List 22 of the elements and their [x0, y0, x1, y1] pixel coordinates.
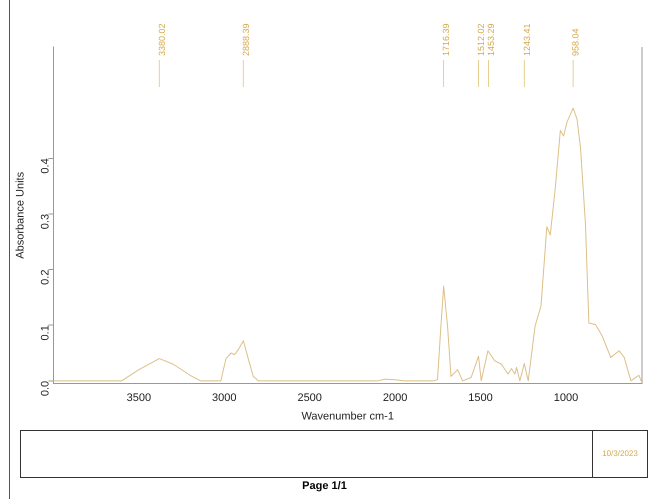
text: Page 1/1 [301, 480, 348, 492]
y-tick-label: 0.0 [39, 380, 52, 396]
x-tick-label: 2500 [297, 392, 322, 404]
x-tick-label: 1500 [468, 392, 493, 404]
x-tick-label: 3500 [126, 392, 152, 404]
ref-line-label: 1512.02 [476, 23, 486, 56]
y-tick-label: 0.3 [39, 214, 52, 230]
y-tick-label: 0.1 [39, 325, 52, 340]
ref-line-label: 958.04 [570, 28, 581, 56]
y-tick-label: 0.2 [39, 270, 52, 285]
ref-line-label: 1716.39 [441, 23, 452, 56]
ref-line-label: 3380.02 [156, 23, 167, 56]
x-tick-label: 3000 [212, 392, 236, 404]
x-axis-title: Wavenumber cm-1 [301, 410, 394, 422]
y-axis-title: Absorbance Units [14, 171, 27, 259]
x-tick-label: 2000 [382, 392, 408, 404]
y-tick-label: 0.4 [39, 158, 52, 174]
ref-line-label: 1453.29 [486, 23, 496, 56]
ref-line-label: 1243.41 [522, 23, 532, 56]
footer-box: 10/3/2023 [20, 430, 648, 478]
ref-line-label: 2888.39 [240, 23, 251, 56]
x-tick-label: 1000 [554, 392, 578, 404]
